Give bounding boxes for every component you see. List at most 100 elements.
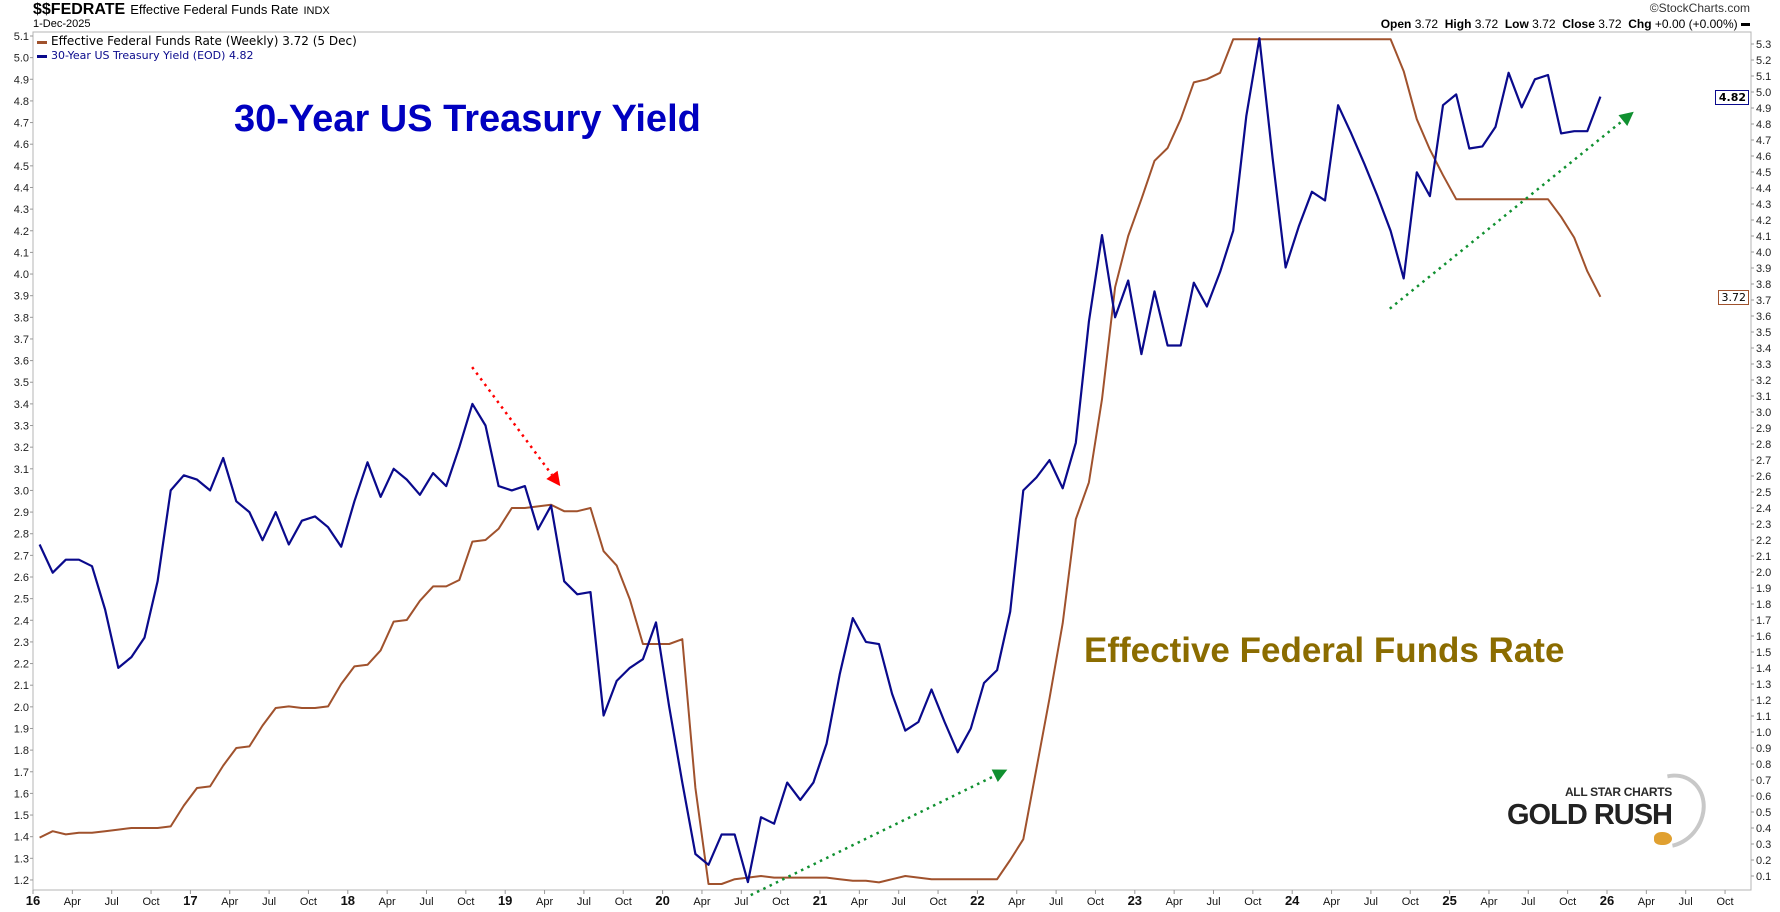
right-tick-label: 4.1 [1756, 231, 1771, 243]
right-tick-label: 0.5 [1756, 807, 1771, 819]
left-tick-label: 3.9 [14, 291, 29, 303]
legend-swatch-yield [37, 54, 47, 58]
ohlc-readout: Open 3.72 High 3.72 Low 3.72 Close 3.72 … [1381, 17, 1750, 31]
left-tick-label: 1.2 [14, 875, 29, 887]
x-axis: 16 Apr Jul Oct 17 Apr Jul Oct 18 Apr Jul Oct 19 Apr Ju… [26, 890, 1734, 908]
x-tick-label: 20 [655, 893, 669, 908]
x-tick-label: Oct [1244, 896, 1261, 908]
legend-item-yield: 30-Year US Treasury Yield (EOD) 4.82 [37, 49, 357, 63]
x-tick-label: Jul [262, 896, 276, 908]
annotation-arrows [471, 111, 1634, 897]
left-tick-label: 4.6 [14, 139, 29, 151]
chg-label: Chg [1628, 17, 1652, 31]
copyright: ©StockCharts.com [1649, 1, 1750, 15]
right-tick-label: 0.2 [1756, 855, 1771, 867]
right-tick-label: 1.2 [1756, 695, 1771, 707]
right-tick-label: 2.4 [1756, 503, 1771, 515]
right-tick-label: 1.6 [1756, 631, 1771, 643]
close-label: Close [1562, 17, 1595, 31]
right-tick-label: 4.4 [1756, 183, 1771, 195]
right-tick-label: 4.2 [1756, 215, 1771, 227]
right-tick-label: 0.7 [1756, 775, 1771, 787]
right-tick-label: 3.8 [1756, 279, 1771, 291]
right-tick-label: 1.3 [1756, 679, 1771, 691]
x-tick-label: Oct [1087, 896, 1104, 908]
high-label: High [1444, 17, 1472, 31]
left-tick-label: 4.0 [14, 269, 29, 281]
left-tick-label: 5.1 [14, 31, 29, 43]
x-tick-label: Jul [1049, 896, 1063, 908]
x-tick-label: 21 [813, 893, 827, 908]
left-tick-label: 3.1 [14, 464, 29, 476]
x-tick-label: Apr [1323, 896, 1340, 908]
x-tick-label: Apr [693, 896, 710, 908]
x-tick-label: 18 [341, 893, 355, 908]
right-tick-label: 4.9 [1756, 103, 1771, 115]
right-tick-label: 0.1 [1756, 871, 1771, 883]
fed-last-marker: 3.72 [1717, 290, 1749, 305]
left-tick-label: 3.6 [14, 356, 29, 368]
x-tick-label: 16 [26, 893, 40, 908]
left-tick-label: 1.8 [14, 745, 29, 757]
x-tick-label: Apr [851, 896, 868, 908]
right-tick-label: 0.8 [1756, 759, 1771, 771]
x-tick-label: Jul [1679, 896, 1693, 908]
legend: Effective Federal Funds Rate (Weekly) 3.… [37, 34, 357, 63]
x-tick-label: Oct [772, 896, 789, 908]
open-value: 3.72 [1414, 17, 1439, 31]
annotation-treasury-title: 30-Year US Treasury Yield [234, 98, 701, 140]
left-tick-label: 2.1 [14, 680, 29, 692]
x-tick-label: Apr [379, 896, 396, 908]
legend-item-fed: Effective Federal Funds Rate (Weekly) 3.… [37, 34, 357, 49]
low-value: 3.72 [1532, 17, 1556, 31]
x-tick-label: Apr [1480, 896, 1497, 908]
green-up-arrow-2024-line [1389, 119, 1624, 310]
left-tick-label: 1.9 [14, 723, 29, 735]
left-tick-label: 2.6 [14, 572, 29, 584]
logo-line2: GOLD RUSH [1507, 799, 1673, 831]
left-tick-label: 3.8 [14, 312, 29, 324]
left-tick-label: 4.1 [14, 247, 29, 259]
header-right: ©StockCharts.com Open 3.72 High 3.72 Low… [1381, 1, 1750, 31]
left-tick-label: 4.2 [14, 226, 29, 238]
left-tick-label: 3.3 [14, 421, 29, 433]
red-down-arrow-line [471, 366, 553, 476]
fed-funds-line [39, 38, 1602, 885]
logo-line1: ALL STAR CHARTS [1564, 785, 1672, 799]
x-tick-label: Oct [142, 896, 159, 908]
x-tick-label: Oct [929, 896, 946, 908]
right-tick-label: 4.5 [1756, 167, 1771, 179]
all-star-charts-logo: ALL STAR CHARTS GOLD RUSH [1507, 759, 1721, 863]
treasury-yield-line [38, 37, 1602, 884]
right-tick-label: 1.8 [1756, 599, 1771, 611]
right-tick-label: 4.6 [1756, 151, 1771, 163]
left-tick-label: 3.0 [14, 485, 29, 497]
close-value: 3.72 [1598, 17, 1622, 31]
right-tick-label: 3.4 [1756, 343, 1771, 355]
green-up-arrow-2020-line [750, 774, 996, 897]
x-tick-label: 24 [1285, 893, 1300, 908]
x-tick-label: Oct [615, 896, 632, 908]
right-tick-label: 0.3 [1756, 839, 1771, 851]
right-tick-label: 1.0 [1756, 727, 1771, 739]
left-tick-label: 3.2 [14, 442, 29, 454]
left-tick-label: 2.8 [14, 529, 29, 541]
dash-icon [1741, 23, 1750, 27]
right-tick-label: 3.1 [1756, 391, 1771, 403]
right-tick-label: 1.9 [1756, 583, 1771, 595]
left-tick-label: 1.7 [14, 767, 29, 779]
left-tick-label: 4.9 [14, 74, 29, 86]
left-tick-label: 1.4 [14, 832, 29, 844]
right-tick-label: 2.0 [1756, 567, 1771, 579]
x-tick-label: Apr [1166, 896, 1183, 908]
x-tick-label: Apr [536, 896, 553, 908]
left-tick-label: 4.5 [14, 161, 29, 173]
series-group [38, 37, 1602, 885]
x-tick-label: 22 [970, 893, 984, 908]
x-tick-label: Apr [221, 896, 238, 908]
left-tick-label: 2.9 [14, 507, 29, 519]
right-tick-label: 2.7 [1756, 455, 1771, 467]
chg-value: +0.00 (+0.00%) [1654, 17, 1738, 31]
left-tick-label: 2.4 [14, 615, 29, 627]
right-tick-label: 5.1 [1756, 71, 1771, 83]
